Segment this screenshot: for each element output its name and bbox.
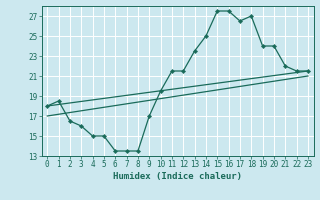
X-axis label: Humidex (Indice chaleur): Humidex (Indice chaleur) [113,172,242,181]
